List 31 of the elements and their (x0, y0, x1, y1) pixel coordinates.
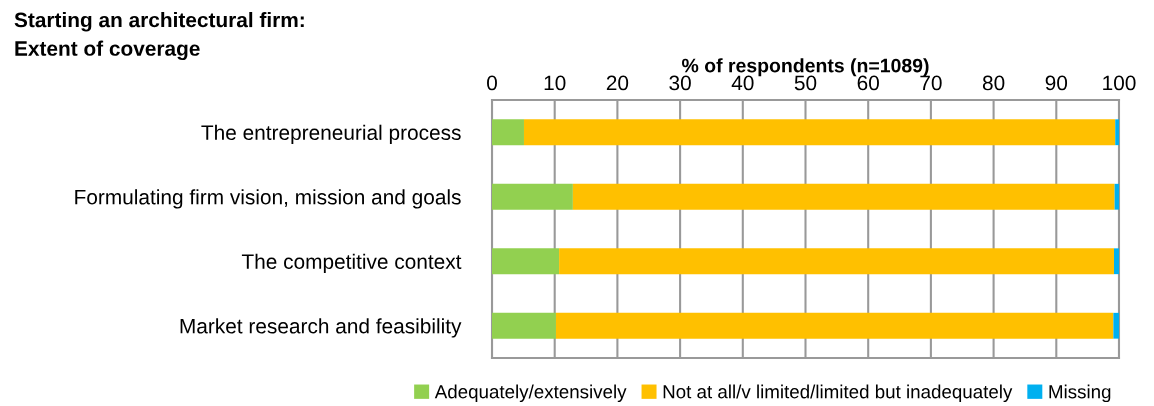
text: Starting an architectural firm: Extent of coverage (14, 12, 304, 61)
y-tick-label: The competitive context (241, 253, 462, 274)
bar (492, 312, 556, 339)
legend-label: Adequately/extensively (434, 384, 627, 403)
x-tick-label: 90 (1045, 75, 1068, 91)
x-tick-label: 30 (669, 75, 691, 91)
x-tick-label: 0 (487, 75, 497, 91)
x-tick-label: 40 (731, 75, 754, 91)
x-tick-label: 50 (794, 75, 817, 91)
bar (1113, 248, 1119, 275)
legend-label: Missing (1049, 384, 1111, 403)
x-tick-label: 100 (1103, 75, 1136, 91)
bar (555, 312, 1114, 339)
x-tick-label: 80 (982, 75, 1005, 91)
bar (492, 183, 573, 210)
y-tick-label: The entrepreneurial process (201, 124, 461, 145)
bar (1115, 119, 1119, 146)
legend-label: Not at all/v limited/limited but inadequately (663, 384, 1013, 403)
x-tick-label: 10 (544, 75, 566, 91)
bar (1114, 183, 1119, 210)
bar (572, 183, 1115, 210)
bar (523, 119, 1116, 146)
y-tick-label: Formulating firm vision, mission and goals (75, 189, 461, 209)
bar (492, 119, 524, 146)
bar (1113, 312, 1119, 339)
bar (492, 248, 560, 275)
bar (559, 248, 1114, 275)
y-tick-label: Market research and feasibility (180, 318, 462, 338)
x-tick-label: 60 (857, 75, 879, 91)
x-tick-label: 20 (606, 75, 629, 91)
x-tick-label: 70 (920, 75, 942, 91)
